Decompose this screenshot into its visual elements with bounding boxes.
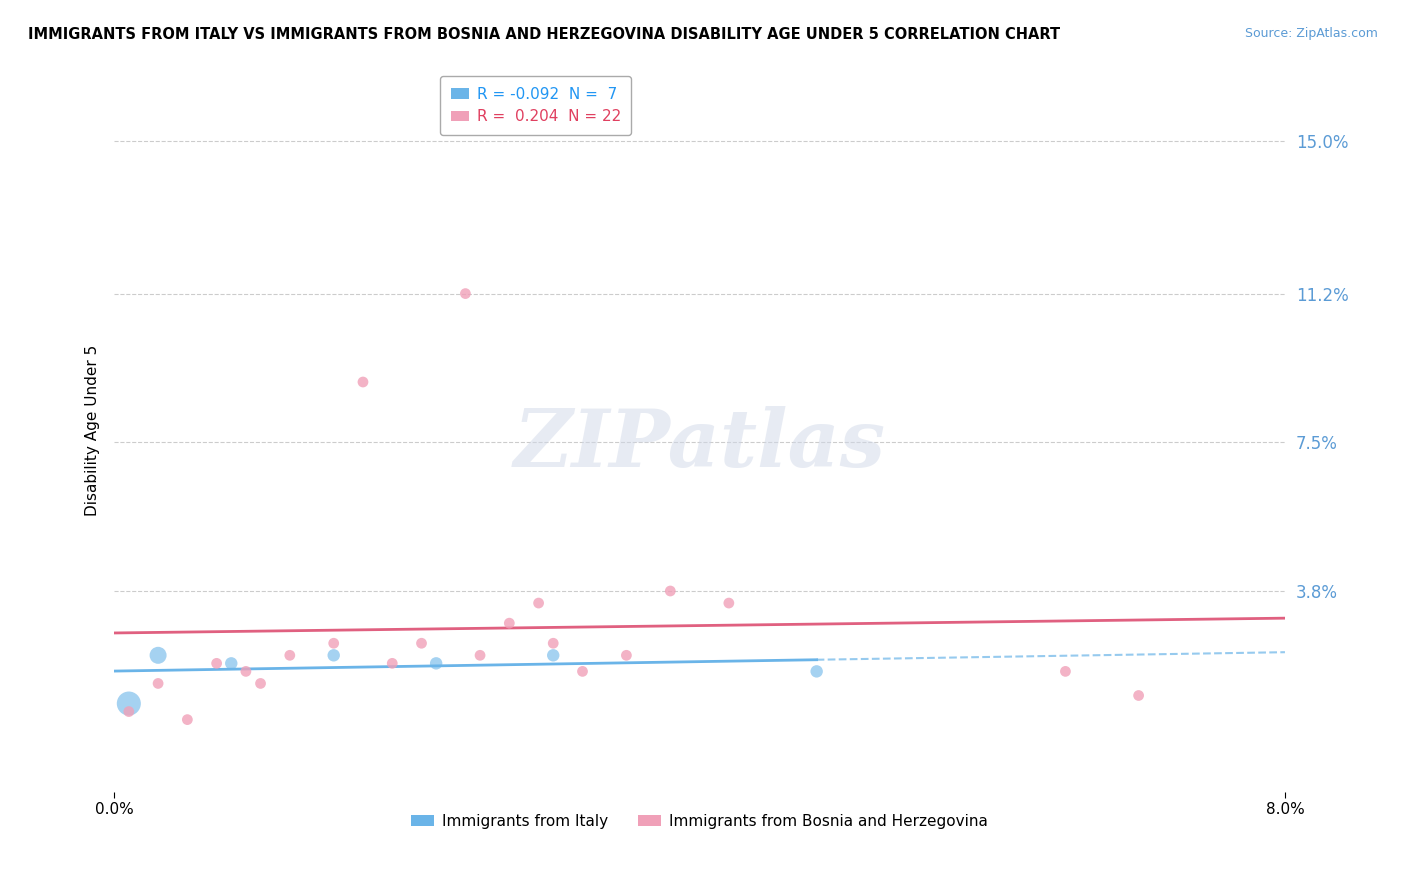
Text: Source: ZipAtlas.com: Source: ZipAtlas.com — [1244, 27, 1378, 40]
Point — [425, 657, 447, 671]
Point — [527, 596, 550, 610]
Point — [541, 648, 564, 663]
Point — [118, 697, 141, 711]
Text: IMMIGRANTS FROM ITALY VS IMMIGRANTS FROM BOSNIA AND HERZEGOVINA DISABILITY AGE U: IMMIGRANTS FROM ITALY VS IMMIGRANTS FROM… — [28, 27, 1060, 42]
Point — [454, 286, 477, 301]
Point — [571, 665, 593, 679]
Point — [278, 648, 301, 663]
Point — [468, 648, 491, 663]
Point — [322, 648, 344, 663]
Legend: Immigrants from Italy, Immigrants from Bosnia and Herzegovina: Immigrants from Italy, Immigrants from B… — [405, 808, 994, 835]
Point — [146, 648, 169, 663]
Point — [659, 584, 682, 599]
Point — [322, 636, 344, 650]
Point — [717, 596, 740, 610]
Point — [498, 616, 520, 631]
Point — [1054, 665, 1077, 679]
Point — [806, 665, 828, 679]
Point — [205, 657, 228, 671]
Point — [235, 665, 257, 679]
Point — [249, 676, 271, 690]
Point — [616, 648, 638, 663]
Point — [541, 636, 564, 650]
Point — [381, 657, 404, 671]
Point — [1128, 689, 1150, 703]
Point — [411, 636, 433, 650]
Point — [146, 676, 169, 690]
Point — [219, 657, 242, 671]
Point — [176, 713, 198, 727]
Y-axis label: Disability Age Under 5: Disability Age Under 5 — [86, 344, 100, 516]
Text: ZIPatlas: ZIPatlas — [513, 406, 886, 483]
Point — [352, 375, 374, 389]
Point — [118, 705, 141, 719]
